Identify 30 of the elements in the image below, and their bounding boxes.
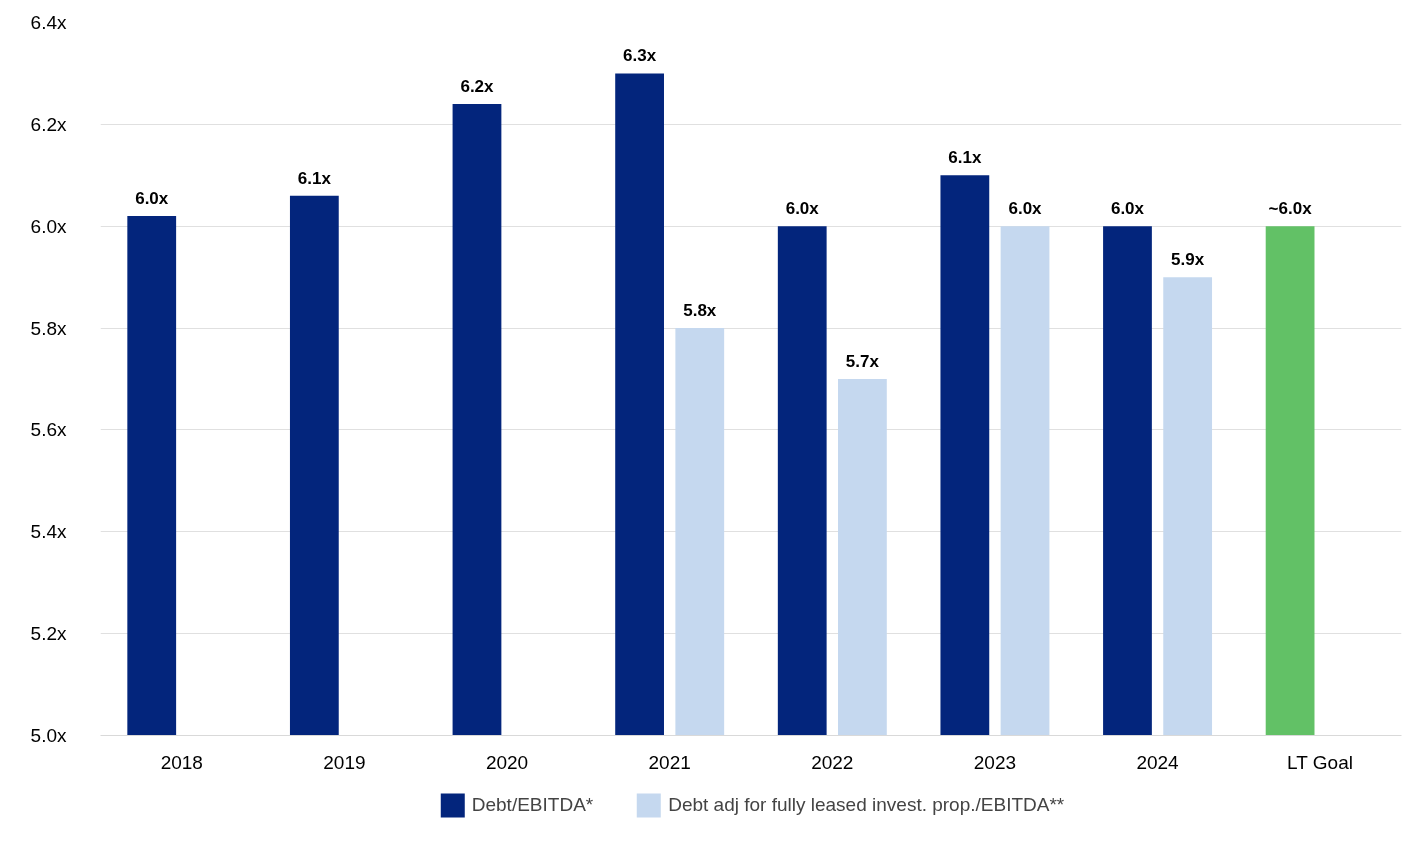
x-tick-label: 2019 xyxy=(323,751,366,773)
data-label: 6.0x xyxy=(1008,199,1043,219)
legend-label: Debt/EBITDA* xyxy=(471,794,594,816)
data-label: 5.8x xyxy=(683,301,717,321)
data-label: 6.0x xyxy=(135,189,169,209)
y-tick-label: 5.2x xyxy=(30,623,67,645)
data-label: 6.1x xyxy=(297,168,332,188)
data-label: 6.1x xyxy=(948,148,982,168)
y-tick-label: 6.0x xyxy=(30,215,67,237)
y-tick-label: 5.4x xyxy=(30,521,67,543)
x-tick-label: 2020 xyxy=(485,751,529,773)
data-label: 6.2x xyxy=(460,76,495,96)
y-tick-label: 5.0x xyxy=(30,725,67,746)
y-tick-label: 6.4x xyxy=(30,12,67,33)
x-tick-label: LT Goal xyxy=(1287,751,1353,773)
y-tick-label: 6.2x xyxy=(30,113,67,135)
x-tick-label: 2022 xyxy=(811,751,854,773)
x-tick-label: 2023 xyxy=(973,751,1017,773)
y-tick-label: 5.8x xyxy=(30,317,67,339)
y-tick-label: 5.6x xyxy=(30,419,67,441)
x-tick-label: 2024 xyxy=(1136,751,1180,773)
x-tick-label: 2021 xyxy=(648,751,691,773)
data-label: 6.0x xyxy=(785,199,820,219)
legend-label: Debt adj for fully leased invest. prop./EBITDA** xyxy=(668,794,1065,816)
data-label: 6.3x xyxy=(623,46,657,66)
data-label: 5.7x xyxy=(845,352,880,371)
data-label: 6.0x xyxy=(1110,199,1145,219)
data-label: ~6.0x xyxy=(1268,199,1313,219)
data-label: 5.9x xyxy=(1171,250,1205,270)
x-tick-label: 2018 xyxy=(160,751,203,773)
